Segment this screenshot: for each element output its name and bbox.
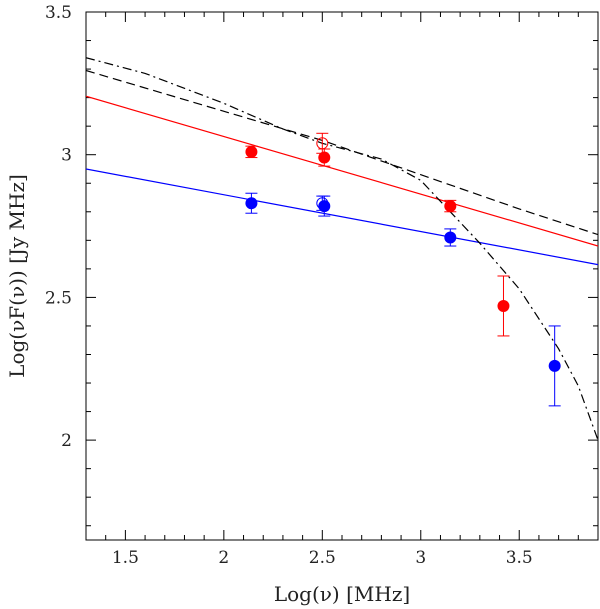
data-point <box>245 145 258 158</box>
data-point <box>318 151 331 164</box>
y-axis-title: Log(νF(ν)) [Jy MHz] <box>5 174 29 378</box>
data-point <box>444 231 457 244</box>
dashed-model-line <box>86 69 598 236</box>
x-tick-label: 2.5 <box>309 548 336 568</box>
y-tick-label: 3.5 <box>45 3 72 23</box>
x-tick-label: 3 <box>415 548 426 568</box>
open-data-point <box>316 197 329 210</box>
x-tick-label: 1.5 <box>112 548 139 568</box>
red-power-law-fit-line <box>86 95 598 247</box>
y-tick-label: 2 <box>61 431 72 451</box>
blue-power-law-fit-line <box>86 168 598 266</box>
y-tick-label: 3 <box>61 146 72 166</box>
data-point <box>444 200 457 213</box>
data-point <box>245 197 258 210</box>
dash-dot-model-line <box>86 57 598 441</box>
data-point <box>497 299 510 312</box>
x-tick-label: 3.5 <box>506 548 533 568</box>
x-tick-label: 2 <box>218 548 229 568</box>
y-tick-label: 2.5 <box>45 288 72 308</box>
data-point <box>548 359 561 372</box>
x-axis-title: Log(ν) [MHz] <box>274 582 410 606</box>
open-data-point <box>316 137 329 150</box>
axis-ticks: 1.5 2 2.5 3 3.5 2 2.5 3 3.5 <box>45 3 598 568</box>
plot-frame <box>85 11 599 541</box>
data-points <box>245 132 561 407</box>
model-lines <box>86 57 598 441</box>
